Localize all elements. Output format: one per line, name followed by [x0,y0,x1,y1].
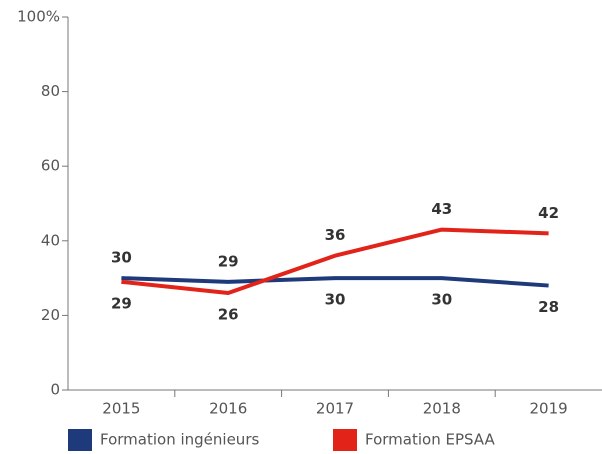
data-label: 26 [218,306,239,324]
data-label: 43 [431,200,452,218]
data-label: 30 [431,291,452,309]
legend-label: Formation EPSAA [365,431,495,449]
x-tick-label: 2019 [530,400,568,418]
data-label: 28 [538,298,559,316]
y-tick-label: 60 [41,157,60,175]
data-label: 30 [325,291,346,309]
x-tick-label: 2018 [423,400,461,418]
x-tick-label: 2016 [209,400,247,418]
legend-label: Formation ingénieurs [100,431,259,449]
data-label: 30 [111,249,132,267]
y-tick-label: 40 [41,231,60,249]
y-tick-label: 80 [41,82,60,100]
data-label: 29 [111,294,132,312]
data-label: 29 [218,252,239,270]
series-line [121,227,549,296]
series-line [121,276,549,288]
y-tick-label: 0 [50,381,60,399]
y-tick-label: 100% [17,8,60,26]
y-tick-label: 20 [41,306,60,324]
x-tick-label: 2015 [102,400,140,418]
data-label: 36 [325,226,346,244]
legend-swatch [333,429,357,451]
legend-swatch [68,429,92,451]
x-tick-label: 2017 [316,400,354,418]
data-label: 42 [538,204,559,222]
